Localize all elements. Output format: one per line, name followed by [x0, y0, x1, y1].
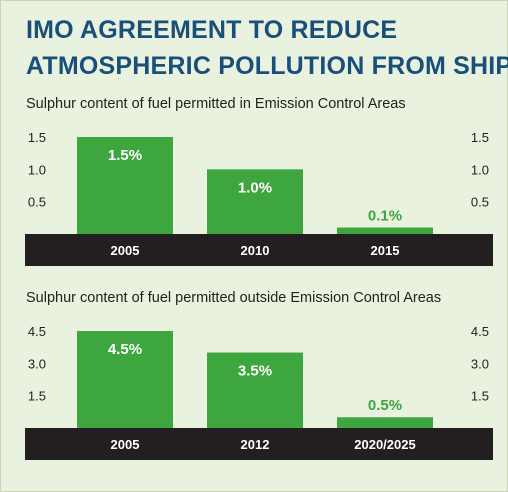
- x-tick-label: 2020/2025: [354, 437, 415, 452]
- data-label: 3.5%: [238, 363, 272, 380]
- bar-2015: [337, 227, 433, 234]
- bar-2005: [77, 137, 173, 234]
- chart-2: 4.5% 2005 3.5% 2012 0.5% 2020/2025 4.5 4.5 3.0 3.…: [25, 324, 493, 460]
- bar-2020/2025: [337, 417, 433, 428]
- chart-1-title: Sulphur content of fuel permitted in Emi…: [26, 96, 406, 112]
- y-tick-label-left: 0.5: [28, 195, 46, 210]
- bar-2012: [207, 352, 303, 428]
- chart-1: 1.5% 2005 1.0% 2010 0.1% 2015 1.5 1.5 1.0 1.0 0.5 0…: [25, 130, 493, 266]
- y-tick-label-right: 3.0: [471, 356, 489, 371]
- x-tick-label: 2015: [371, 243, 400, 258]
- y-tick-label-left: 1.0: [28, 162, 46, 177]
- chart-2-title: Sulphur content of fuel permitted outsid…: [26, 290, 442, 306]
- y-tick-label-right: 1.0: [471, 162, 489, 177]
- bar-2005: [77, 331, 173, 428]
- y-tick-label-left: 1.5: [28, 130, 46, 145]
- category-axis-band: [25, 234, 493, 266]
- x-tick-label: 2010: [241, 243, 270, 258]
- x-tick-label: 2005: [111, 243, 140, 258]
- y-tick-label-right: 1.5: [471, 389, 489, 404]
- bar-2010: [207, 169, 303, 234]
- data-label: 1.0%: [238, 179, 272, 196]
- x-tick-label: 2012: [241, 437, 270, 452]
- x-tick-label: 2005: [111, 437, 140, 452]
- data-label: 1.5%: [108, 147, 142, 164]
- category-axis-band: [25, 428, 493, 460]
- page-title-line-2: ATMOSPHERIC POLLUTION FROM SHIPS: [26, 52, 508, 80]
- page-title-line-1: IMO AGREEMENT TO REDUCE: [26, 16, 398, 44]
- y-tick-label-left: 1.5: [28, 389, 46, 404]
- y-tick-label-right: 0.5: [471, 195, 489, 210]
- data-label: 0.5%: [368, 397, 402, 414]
- data-label: 0.1%: [368, 208, 402, 225]
- y-tick-label-left: 4.5: [28, 324, 46, 339]
- data-label: 4.5%: [108, 341, 142, 358]
- y-tick-label-left: 3.0: [28, 356, 46, 371]
- y-tick-label-right: 4.5: [471, 324, 489, 339]
- y-tick-label-right: 1.5: [471, 130, 489, 145]
